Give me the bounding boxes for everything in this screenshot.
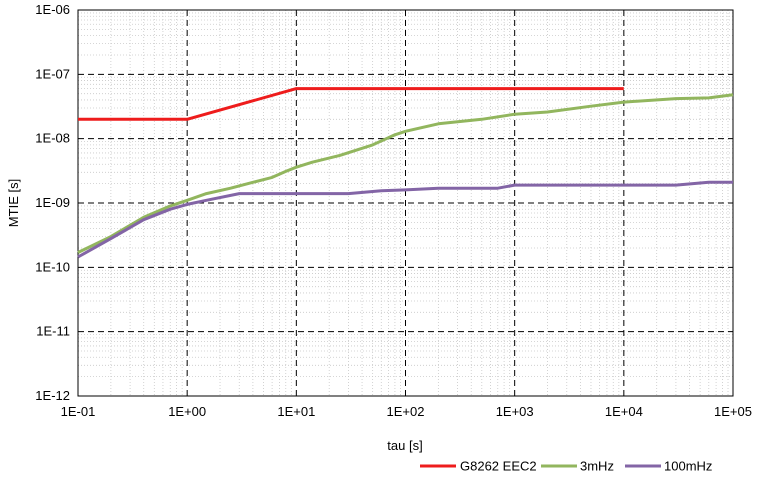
legend: G8262 EEC2 3mHz 100mHz	[420, 459, 712, 474]
y-tick-label: 1E-08	[35, 131, 70, 146]
plot-area-frame	[77, 9, 734, 397]
y-tick-label: 1E-11	[36, 324, 70, 339]
x-tick-label: 1E+03	[496, 404, 534, 419]
y-tick-label: 1E-09	[35, 195, 70, 210]
legend-label-2: 100mHz	[664, 459, 712, 474]
legend-label-1: 3mHz	[580, 459, 614, 474]
x-tick-label: 1E+01	[277, 404, 315, 419]
x-tick-label: 1E+05	[714, 404, 752, 419]
y-axis-title: MTIE [s]	[6, 179, 21, 227]
x-tick-label: 1E-01	[61, 404, 96, 419]
y-tick-label: 1E-10	[35, 259, 70, 274]
y-tick-label: 1E-06	[35, 2, 70, 17]
series-line-0	[78, 87, 624, 121]
x-tick-label: 1E+00	[168, 404, 206, 419]
series-line-2	[77, 180, 733, 259]
major-grid	[78, 10, 733, 396]
x-tick-label: 1E+04	[605, 404, 643, 419]
series-line-1	[77, 93, 734, 254]
x-tick-label: 1E+02	[387, 404, 425, 419]
y-tick-label: 1E-07	[35, 66, 70, 81]
legend-label-0: G8262 EEC2	[460, 459, 537, 474]
y-tick-label: 1E-12	[35, 388, 70, 403]
x-tick-labels: 1E-01 1E+00 1E+01 1E+02 1E+03 1E+04 1E+05	[61, 404, 752, 419]
y-tick-labels: 1E-12 1E-11 1E-10 1E-09 1E-08 1E-07 1E-06	[35, 2, 70, 403]
series-layer	[77, 87, 734, 259]
x-axis-title: tau [s]	[387, 438, 422, 453]
